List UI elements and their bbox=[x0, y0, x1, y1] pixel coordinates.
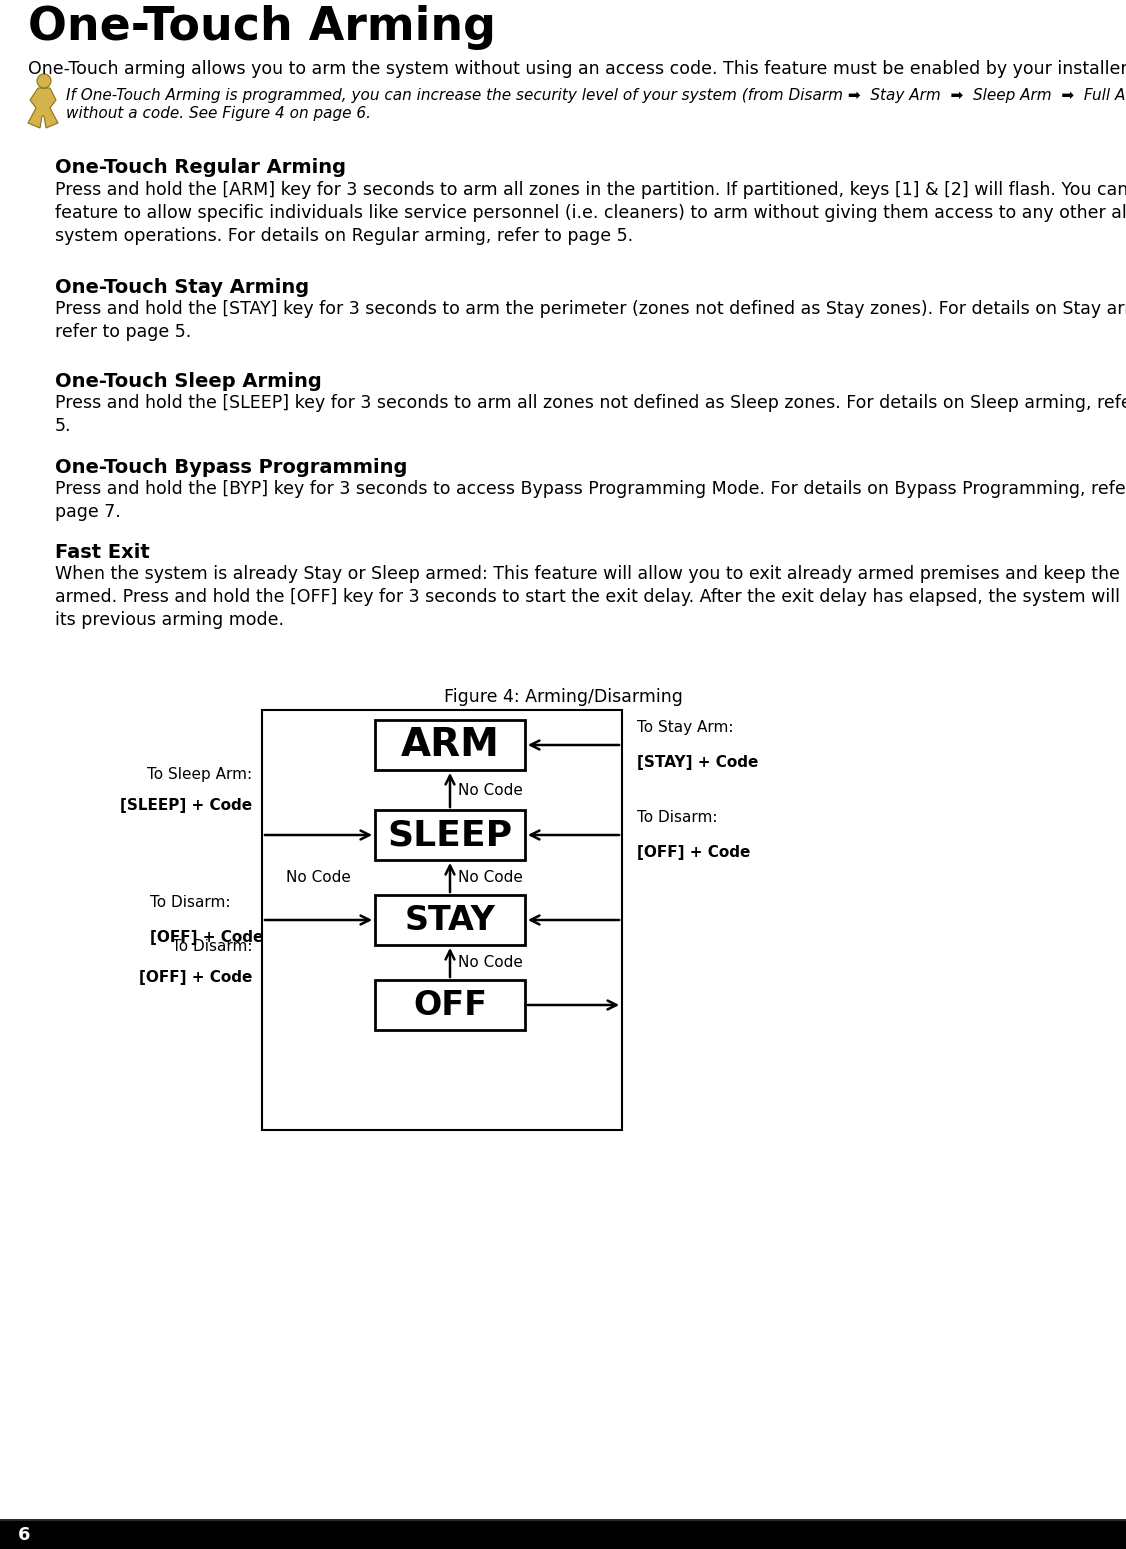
Text: One-Touch Regular Arming: One-Touch Regular Arming bbox=[55, 158, 346, 177]
Text: Press and hold the [ARM] key for 3 seconds to arm all zones in the partition. If: Press and hold the [ARM] key for 3 secon… bbox=[55, 181, 1126, 245]
Text: To Sleep Arm:: To Sleep Arm: bbox=[146, 767, 252, 782]
Text: ARM: ARM bbox=[401, 726, 500, 764]
Text: User Guide: User Guide bbox=[1016, 1523, 1108, 1541]
Text: No Code: No Code bbox=[458, 782, 522, 798]
Text: To Stay Arm:: To Stay Arm: bbox=[637, 720, 733, 734]
Text: To Disarm:: To Disarm: bbox=[637, 810, 717, 826]
Text: When the system is already Stay or Sleep armed: This feature will allow you to e: When the system is already Stay or Sleep… bbox=[55, 565, 1126, 629]
Text: To Disarm:: To Disarm: bbox=[171, 939, 252, 954]
Text: [OFF] + Code: [OFF] + Code bbox=[150, 929, 263, 945]
Text: Fast Exit: Fast Exit bbox=[55, 544, 150, 562]
Text: To Disarm:: To Disarm: bbox=[150, 895, 231, 909]
Text: One-Touch arming allows you to arm the system without using an access code. This: One-Touch arming allows you to arm the s… bbox=[28, 60, 1126, 77]
Text: [STAY] + Code: [STAY] + Code bbox=[637, 754, 759, 770]
Text: [OFF] + Code: [OFF] + Code bbox=[138, 970, 252, 985]
Text: without a code. See Figure 4 on page 6.: without a code. See Figure 4 on page 6. bbox=[66, 105, 370, 121]
Text: Press and hold the [BYP] key for 3 seconds to access Bypass Programming Mode. Fo: Press and hold the [BYP] key for 3 secon… bbox=[55, 480, 1126, 520]
Text: 6: 6 bbox=[18, 1526, 30, 1544]
Text: No Code: No Code bbox=[458, 954, 522, 970]
Polygon shape bbox=[28, 88, 59, 129]
Text: One-Touch Stay Arming: One-Touch Stay Arming bbox=[55, 277, 310, 297]
Text: One-Touch Arming: One-Touch Arming bbox=[28, 5, 495, 50]
Text: [OFF] + Code: [OFF] + Code bbox=[637, 846, 750, 860]
Bar bbox=[375, 810, 525, 860]
Text: If One-Touch Arming is programmed, you can increase the security level of your s: If One-Touch Arming is programmed, you c… bbox=[66, 88, 1126, 102]
Bar bbox=[375, 981, 525, 1030]
Bar bbox=[262, 709, 622, 1131]
Bar bbox=[375, 720, 525, 770]
Text: Figure 4: Arming/Disarming: Figure 4: Arming/Disarming bbox=[444, 688, 682, 706]
Text: [SLEEP] + Code: [SLEEP] + Code bbox=[119, 798, 252, 813]
Text: Press and hold the [STAY] key for 3 seconds to arm the perimeter (zones not defi: Press and hold the [STAY] key for 3 seco… bbox=[55, 301, 1126, 341]
Bar bbox=[375, 895, 525, 945]
Text: OFF: OFF bbox=[413, 988, 488, 1021]
Text: SLEEP: SLEEP bbox=[387, 818, 512, 852]
Bar bbox=[0, 1521, 1126, 1549]
Circle shape bbox=[37, 74, 51, 88]
Text: STAY: STAY bbox=[404, 903, 495, 937]
Text: Press and hold the [SLEEP] key for 3 seconds to arm all zones not defined as Sle: Press and hold the [SLEEP] key for 3 sec… bbox=[55, 393, 1126, 435]
Text: One-Touch Sleep Arming: One-Touch Sleep Arming bbox=[55, 372, 322, 390]
Text: One-Touch Bypass Programming: One-Touch Bypass Programming bbox=[55, 459, 408, 477]
Text: No Code: No Code bbox=[458, 869, 522, 884]
Text: No Code: No Code bbox=[286, 869, 350, 884]
